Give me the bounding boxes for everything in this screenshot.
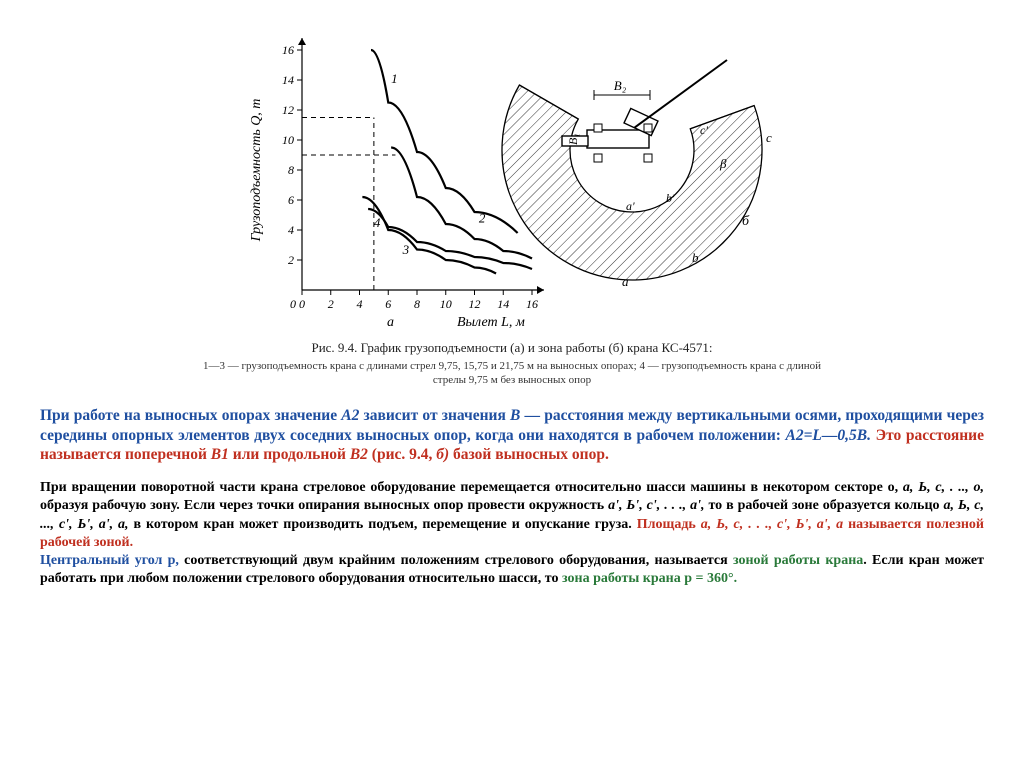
p2-ai: а, Ь, с, . .., о, [903,480,984,495]
p1-t: значение [270,407,341,424]
svg-text:Вылет L, м: Вылет L, м [457,315,525,330]
p2-a: При вращении поворотной части крана стре… [40,480,903,495]
svg-text:8: 8 [414,297,420,311]
svg-text:14: 14 [282,73,294,87]
svg-text:8: 8 [288,163,294,177]
svg-text:1: 1 [391,71,398,86]
svg-text:0: 0 [290,297,296,311]
svg-text:c': c' [700,123,708,137]
p2-e: соответствующий двум крайним положениям … [179,553,733,568]
svg-text:Грузоподъемность Q, т: Грузоподъемность Q, т [249,99,264,243]
svg-text:3: 3 [402,242,410,257]
figure-svg: 02468101214162468101214160Вылет L, маГру… [232,20,792,330]
p2-g2: зона работы крана р = 360°. [562,571,737,586]
p1-B2: В2 [350,446,368,463]
svg-text:16: 16 [526,297,538,311]
svg-text:10: 10 [282,133,294,147]
svg-text:B₂: B₂ [614,78,627,93]
svg-text:b': b' [666,191,675,205]
svg-text:4: 4 [288,223,294,237]
p2-b: образуя рабочую зону. Если через точки о… [40,498,608,513]
svg-text:a': a' [626,199,635,213]
p2-r1: Площадь [637,517,701,532]
paragraph-2: При вращении поворотной части крана стре… [40,479,984,588]
svg-text:4: 4 [374,215,381,230]
p2-bl: Центральный угол р, [40,553,179,568]
svg-text:β: β [719,156,727,171]
svg-text:б: б [742,214,750,229]
svg-text:4: 4 [357,297,363,311]
svg-text:b: b [692,250,699,265]
p2-d: в котором кран может производить подъем,… [129,517,637,532]
svg-text:0: 0 [299,297,305,311]
p1-t2: зависит от значения [359,407,510,424]
p2-r1i: a, Ь, с, . . ., с', Ь', а', а [701,517,843,532]
svg-text:B₁: B₁ [566,133,580,145]
p1-B1: В1 [211,446,229,463]
p2-bi: а', Ь', с', . . ., а', [608,498,704,513]
paragraph-1: При работе на выносных опорах значение А… [40,406,984,465]
svg-text:6: 6 [288,193,294,207]
svg-text:а: а [387,315,394,330]
svg-text:14: 14 [497,297,509,311]
svg-text:16: 16 [282,43,294,57]
svg-text:c: c [766,130,772,145]
figure-9-4: 02468101214162468101214160Вылет L, маГру… [40,20,984,330]
svg-text:2: 2 [479,211,486,226]
p1-B: В [510,407,520,424]
p1-red3: (рис. 9.4, [368,446,436,463]
figure-caption-sub: 1—3 — грузоподъемность крана с длинами с… [192,360,832,388]
svg-text:a: a [622,274,629,289]
svg-text:2: 2 [328,297,334,311]
p1-lead: При работе на выносных опорах [40,407,270,424]
p1-red2: или продольной [229,446,350,463]
svg-text:10: 10 [440,297,452,311]
p1-A2: А2 [341,407,359,424]
p2-g1: зоной работы крана [733,553,863,568]
p2-c: то в рабочей зоне образуется кольцо [705,498,944,513]
figure-caption-main: Рис. 9.4. График грузоподъемности (а) и … [232,340,792,356]
p1-formula: А2=L—0,5В. [786,427,871,444]
p1-red4: базой выносных опор. [449,446,609,463]
svg-text:12: 12 [282,103,294,117]
svg-text:6: 6 [385,297,391,311]
p1-red3b: б) [436,446,449,463]
svg-text:12: 12 [469,297,481,311]
svg-text:2: 2 [288,253,294,267]
